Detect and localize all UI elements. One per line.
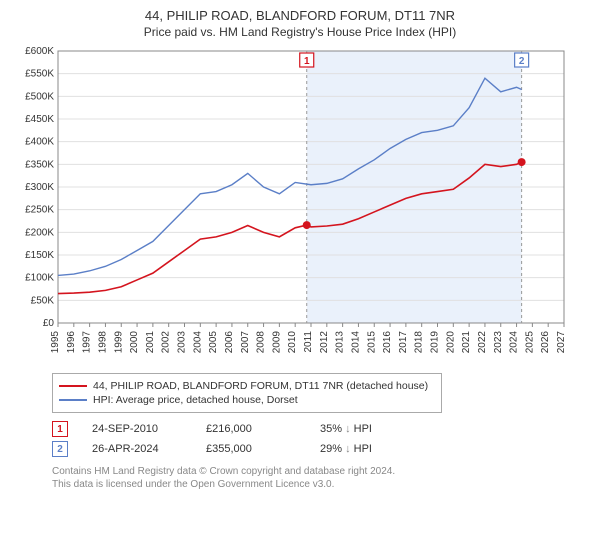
svg-text:1995: 1995: [50, 331, 61, 354]
legend-label: 44, PHILIP ROAD, BLANDFORD FORUM, DT11 7…: [93, 380, 428, 392]
sale-row: 1 24-SEP-2010 £216,000 35% ↓ HPI: [52, 421, 588, 437]
svg-text:2018: 2018: [414, 331, 425, 354]
svg-text:2016: 2016: [382, 331, 393, 354]
svg-text:2020: 2020: [445, 331, 456, 354]
svg-text:£350K: £350K: [25, 159, 54, 170]
svg-text:1998: 1998: [97, 331, 108, 354]
svg-text:£100K: £100K: [25, 273, 54, 284]
svg-text:2000: 2000: [129, 331, 140, 354]
legend-row: 44, PHILIP ROAD, BLANDFORD FORUM, DT11 7…: [59, 380, 435, 392]
svg-text:1999: 1999: [113, 331, 124, 354]
svg-text:2009: 2009: [271, 331, 282, 354]
svg-text:2015: 2015: [366, 331, 377, 354]
sale-row: 2 26-APR-2024 £355,000 29% ↓ HPI: [52, 441, 588, 457]
svg-text:2008: 2008: [256, 331, 267, 354]
svg-text:2021: 2021: [461, 331, 472, 354]
sale-price: £355,000: [206, 443, 296, 455]
footer-line2: This data is licensed under the Open Gov…: [52, 478, 588, 491]
legend-label: HPI: Average price, detached house, Dors…: [93, 394, 298, 406]
svg-text:2004: 2004: [192, 331, 203, 354]
svg-text:2003: 2003: [177, 331, 188, 354]
sale-diff: 29% ↓ HPI: [320, 443, 410, 455]
sales-table: 1 24-SEP-2010 £216,000 35% ↓ HPI 2 26-APR-202…: [52, 421, 588, 457]
svg-text:2023: 2023: [493, 331, 504, 354]
svg-text:2006: 2006: [224, 331, 235, 354]
sale-marker-box: 2: [52, 441, 68, 457]
svg-text:2: 2: [519, 56, 525, 67]
svg-text:2019: 2019: [430, 331, 441, 354]
svg-text:1997: 1997: [82, 331, 93, 354]
svg-text:£400K: £400K: [25, 137, 54, 148]
sale-date: 24-SEP-2010: [92, 423, 182, 435]
svg-text:£0: £0: [43, 318, 55, 329]
svg-text:2026: 2026: [540, 331, 551, 354]
svg-text:2022: 2022: [477, 331, 488, 354]
legend: 44, PHILIP ROAD, BLANDFORD FORUM, DT11 7…: [52, 373, 442, 413]
chart-area: £0 £50K £100K £150K £200K £250K £300K £350K £400…: [12, 45, 588, 365]
svg-text:£450K: £450K: [25, 114, 54, 125]
svg-text:£200K: £200K: [25, 227, 54, 238]
svg-text:2013: 2013: [335, 331, 346, 354]
svg-text:2014: 2014: [350, 331, 361, 354]
svg-text:2007: 2007: [240, 331, 251, 354]
sale-marker-box: 1: [52, 421, 68, 437]
svg-text:2005: 2005: [208, 331, 219, 354]
legend-row: HPI: Average price, detached house, Dors…: [59, 394, 435, 406]
legend-swatch: [59, 399, 87, 401]
svg-text:2017: 2017: [398, 331, 409, 354]
sale-diff: 35% ↓ HPI: [320, 423, 410, 435]
title-line2: Price paid vs. HM Land Registry's House …: [12, 25, 588, 39]
title-line1: 44, PHILIP ROAD, BLANDFORD FORUM, DT11 7…: [12, 8, 588, 23]
svg-text:2002: 2002: [161, 331, 172, 354]
svg-text:£600K: £600K: [25, 46, 54, 57]
svg-text:2011: 2011: [303, 331, 314, 353]
svg-text:2027: 2027: [556, 331, 567, 354]
svg-text:1: 1: [304, 56, 310, 67]
price-chart: £0 £50K £100K £150K £200K £250K £300K £350K £400…: [12, 45, 572, 365]
legend-swatch: [59, 385, 87, 387]
footer-line1: Contains HM Land Registry data © Crown c…: [52, 465, 588, 478]
svg-text:2001: 2001: [145, 331, 156, 354]
svg-text:£550K: £550K: [25, 69, 54, 80]
svg-text:2010: 2010: [287, 331, 298, 354]
footer-attribution: Contains HM Land Registry data © Crown c…: [52, 465, 588, 491]
svg-text:1996: 1996: [66, 331, 77, 354]
svg-text:£300K: £300K: [25, 182, 54, 193]
svg-text:£150K: £150K: [25, 250, 54, 261]
svg-text:£50K: £50K: [31, 295, 55, 306]
svg-text:2025: 2025: [524, 331, 535, 354]
svg-text:2012: 2012: [319, 331, 330, 354]
svg-text:£500K: £500K: [25, 91, 54, 102]
sale-date: 26-APR-2024: [92, 443, 182, 455]
svg-text:2024: 2024: [509, 331, 520, 354]
sale-price: £216,000: [206, 423, 296, 435]
svg-text:£250K: £250K: [25, 205, 54, 216]
